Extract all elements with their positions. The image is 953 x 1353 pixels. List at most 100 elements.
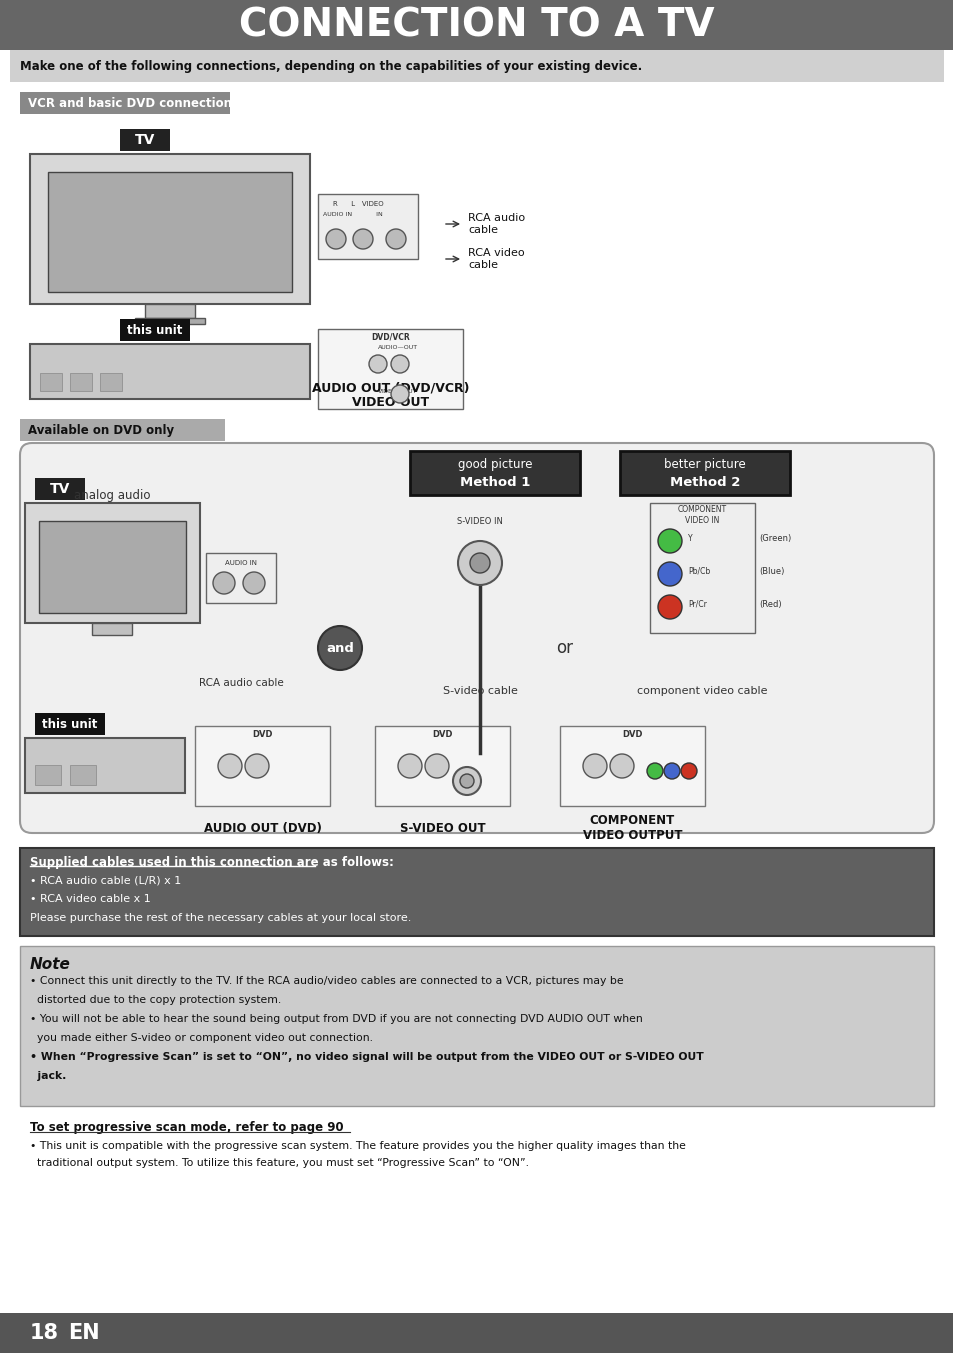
Bar: [35, 764, 61, 785]
Text: 18: 18: [30, 1323, 59, 1344]
Text: RCA audio
cable: RCA audio cable: [468, 214, 524, 235]
Circle shape: [213, 572, 234, 594]
Bar: [410, 451, 579, 495]
Bar: [25, 503, 200, 622]
Text: TV: TV: [50, 482, 71, 497]
Bar: [317, 329, 462, 409]
Circle shape: [646, 763, 662, 779]
Text: Y: Y: [687, 533, 692, 543]
Text: AUDIO IN            IN: AUDIO IN IN: [323, 211, 382, 216]
Circle shape: [663, 763, 679, 779]
Text: Note: Note: [30, 957, 71, 971]
Text: better picture: better picture: [663, 457, 745, 471]
Bar: [0, 0, 953, 50]
FancyBboxPatch shape: [20, 442, 933, 833]
Circle shape: [453, 767, 480, 796]
Bar: [35, 713, 105, 735]
Text: Method 2: Method 2: [669, 475, 740, 488]
Bar: [559, 727, 704, 806]
Text: S-video cable: S-video cable: [442, 686, 517, 695]
Text: jack.: jack.: [30, 1072, 67, 1081]
Text: • When “Progressive Scan” is set to “ON”, no video signal will be output from th: • When “Progressive Scan” is set to “ON”…: [30, 1053, 703, 1062]
Circle shape: [658, 595, 681, 620]
Bar: [30, 344, 310, 399]
Text: (Green): (Green): [759, 533, 790, 543]
Bar: [35, 478, 85, 501]
Text: • RCA video cable x 1: • RCA video cable x 1: [30, 894, 151, 904]
Bar: [30, 154, 310, 304]
Circle shape: [317, 626, 361, 670]
Text: Pb/Cb: Pb/Cb: [687, 567, 709, 575]
Bar: [206, 553, 275, 603]
Bar: [48, 172, 292, 292]
Text: COMPONENT
VIDEO IN: COMPONENT VIDEO IN: [678, 505, 726, 525]
Text: Make one of the following connections, depending on the capabilities of your exi: Make one of the following connections, d…: [20, 60, 641, 73]
Text: AUDIO—OUT: AUDIO—OUT: [377, 345, 417, 349]
Text: traditional output system. To utilize this feature, you must set “Progressive Sc: traditional output system. To utilize th…: [30, 1158, 529, 1168]
Bar: [120, 129, 170, 152]
Text: EN: EN: [68, 1323, 99, 1344]
Circle shape: [391, 354, 409, 373]
Bar: [91, 622, 132, 635]
Circle shape: [470, 553, 490, 574]
Bar: [0, 1312, 953, 1353]
Circle shape: [658, 529, 681, 553]
Bar: [25, 737, 185, 793]
Text: VIDEO—OUT: VIDEO—OUT: [377, 388, 417, 394]
Text: or: or: [556, 639, 573, 658]
Text: • Connect this unit directly to the TV. If the RCA audio/video cables are connec: • Connect this unit directly to the TV. …: [30, 976, 623, 986]
Text: DVD/VCR: DVD/VCR: [371, 333, 410, 341]
Text: COMPONENT
VIDEO OUTPUT: COMPONENT VIDEO OUTPUT: [582, 815, 681, 842]
Bar: [194, 727, 330, 806]
Circle shape: [397, 754, 421, 778]
Text: this unit: this unit: [127, 323, 182, 337]
Text: RCA audio cable: RCA audio cable: [198, 678, 283, 687]
Text: component video cable: component video cable: [637, 686, 767, 695]
Text: S-VIDEO IN: S-VIDEO IN: [456, 517, 502, 525]
Text: Pr/Cr: Pr/Cr: [687, 599, 706, 609]
Text: DVD: DVD: [621, 729, 642, 739]
Text: Available on DVD only: Available on DVD only: [28, 423, 174, 437]
Bar: [20, 92, 230, 114]
Text: VCR and basic DVD connection: VCR and basic DVD connection: [28, 96, 232, 110]
Text: Method 1: Method 1: [459, 475, 530, 488]
Text: Supplied cables used in this connection are as follows:: Supplied cables used in this connection …: [30, 855, 394, 869]
Text: RCA video
cable: RCA video cable: [468, 248, 524, 269]
Circle shape: [424, 754, 449, 778]
Circle shape: [326, 229, 346, 249]
Text: this unit: this unit: [42, 717, 97, 731]
Circle shape: [658, 561, 681, 586]
Text: AUDIO IN: AUDIO IN: [225, 560, 256, 566]
Text: • You will not be able to hear the sound being output from DVD if you are not co: • You will not be able to hear the sound…: [30, 1013, 642, 1024]
Circle shape: [386, 229, 406, 249]
Circle shape: [243, 572, 265, 594]
Bar: [135, 318, 205, 323]
Text: CONNECTION TO A TV: CONNECTION TO A TV: [239, 5, 714, 45]
Text: AUDIO OUT (DVD/VCR)
VIDEO OUT: AUDIO OUT (DVD/VCR) VIDEO OUT: [312, 382, 469, 409]
Text: AUDIO OUT (DVD): AUDIO OUT (DVD): [203, 821, 321, 835]
Text: • RCA audio cable (L/R) x 1: • RCA audio cable (L/R) x 1: [30, 875, 181, 885]
Bar: [39, 521, 186, 613]
Bar: [20, 946, 933, 1105]
Text: • This unit is compatible with the progressive scan system. The feature provides: • This unit is compatible with the progr…: [30, 1141, 685, 1151]
Circle shape: [369, 354, 387, 373]
Text: (Red): (Red): [759, 599, 781, 609]
Bar: [40, 373, 62, 391]
Bar: [317, 193, 417, 258]
Circle shape: [459, 774, 474, 787]
Bar: [375, 727, 510, 806]
Text: DVD: DVD: [432, 729, 453, 739]
Text: DVD: DVD: [252, 729, 273, 739]
Bar: [20, 419, 225, 441]
Circle shape: [680, 763, 697, 779]
Circle shape: [609, 754, 634, 778]
Circle shape: [245, 754, 269, 778]
Bar: [649, 503, 754, 633]
Text: TV: TV: [134, 133, 155, 147]
Bar: [120, 319, 190, 341]
Bar: [20, 848, 933, 936]
Circle shape: [353, 229, 373, 249]
Circle shape: [391, 386, 409, 403]
Bar: [145, 304, 194, 318]
Bar: [70, 764, 96, 785]
